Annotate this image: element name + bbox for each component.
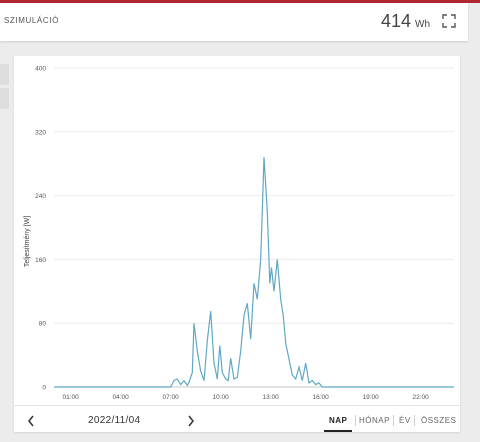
y-axis-ticks: 0 80 160 240 320 400 xyxy=(35,66,46,392)
y-tick-label: 240 xyxy=(35,193,46,200)
next-day-button[interactable] xyxy=(184,413,198,429)
x-tick-label: 19:00 xyxy=(363,394,380,401)
power-chart: 0 80 160 240 320 400 01:00 04:00 07:00 10:00 13:0… xyxy=(24,66,454,401)
x-axis-ticks: 01:00 04:00 07:00 10:00 13:00 16:00 19:00 22:00 xyxy=(63,394,430,401)
x-tick-label: 22:00 xyxy=(413,394,430,401)
header-bar: SZIMULÁCIÓ 414 Wh xyxy=(0,3,468,41)
period-separator xyxy=(414,415,415,426)
y-tick-label: 80 xyxy=(39,321,47,328)
chart-card xyxy=(14,56,460,432)
side-tab-upper[interactable] xyxy=(0,64,9,85)
fullscreen-icon[interactable] xyxy=(442,14,456,28)
x-tick-label: 13:00 xyxy=(263,394,280,401)
y-tick-label: 0 xyxy=(42,385,46,392)
chevron-right-icon xyxy=(188,415,194,427)
period-separator xyxy=(393,415,394,426)
y-tick-label: 320 xyxy=(35,129,46,136)
y-tick-label: 400 xyxy=(35,66,46,73)
page-title: SZIMULÁCIÓ xyxy=(4,16,59,25)
active-period-underline xyxy=(324,430,352,432)
selected-date: 2022/11/04 xyxy=(88,415,141,426)
x-tick-label: 01:00 xyxy=(63,394,80,401)
chart-grid xyxy=(54,67,454,388)
y-axis-label: Teljesítmény [W] xyxy=(24,216,31,267)
series-line xyxy=(54,157,454,388)
x-tick-label: 10:00 xyxy=(213,394,230,401)
x-tick-label: 16:00 xyxy=(313,394,330,401)
accent-bar xyxy=(0,0,480,3)
period-tab-all[interactable]: ÖSSZES xyxy=(421,416,457,425)
energy-value: 414 xyxy=(380,11,411,31)
y-tick-label: 160 xyxy=(35,257,46,264)
period-tab-day[interactable]: NAP xyxy=(329,416,348,425)
x-tick-label: 04:00 xyxy=(113,394,130,401)
chevron-left-icon xyxy=(28,415,34,427)
period-separator xyxy=(355,415,356,426)
prev-day-button[interactable] xyxy=(24,413,38,429)
footer-divider xyxy=(14,405,460,406)
energy-total: 414 Wh xyxy=(381,11,430,32)
side-tab-lower[interactable] xyxy=(0,88,9,109)
energy-unit: Wh xyxy=(415,19,430,30)
x-tick-label: 07:00 xyxy=(163,394,180,401)
period-tab-month[interactable]: HÓNAP xyxy=(359,416,390,425)
period-tab-year[interactable]: ÉV xyxy=(399,416,411,425)
